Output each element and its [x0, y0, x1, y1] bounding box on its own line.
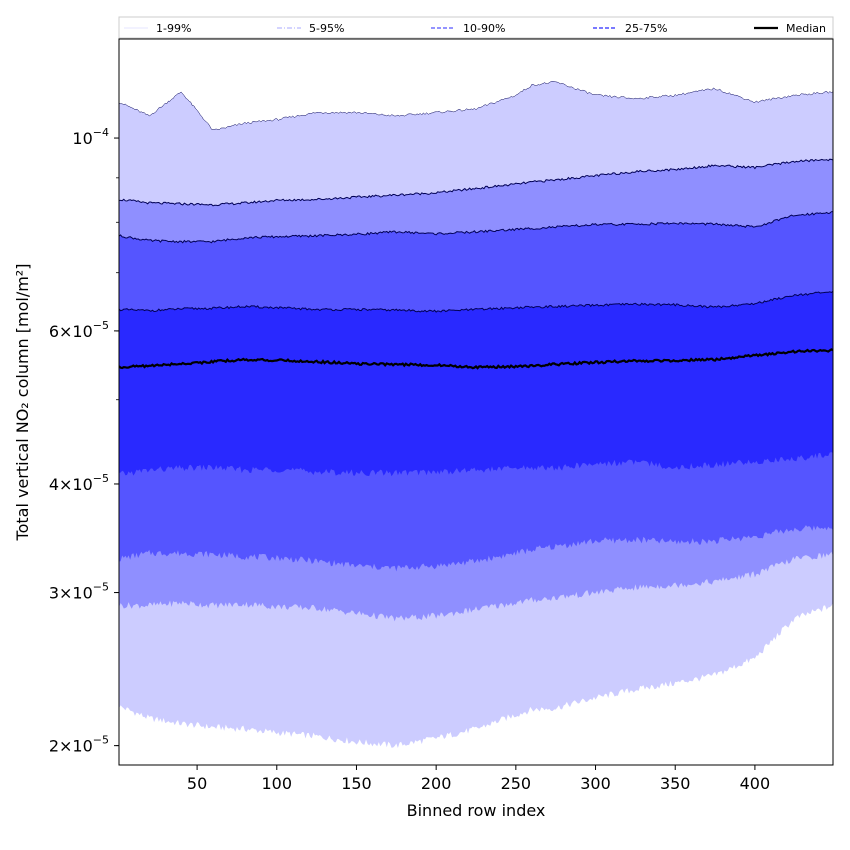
x-tick-label: 150 [341, 774, 372, 793]
legend-label: 10-90% [463, 22, 505, 35]
y-axis: 10−4 6×10−5 4×10−5 3×10−5 2×10−5 [49, 126, 119, 756]
x-tick-label: 300 [580, 774, 611, 793]
legend: 1-99% 5-95% 10-90% 25-75% Median [118, 16, 834, 39]
x-tick-label: 200 [421, 774, 452, 793]
x-axis-label: Binned row index [407, 801, 546, 820]
band-upper-edge-5-95pct [119, 158, 833, 207]
y-tick-label: 10−4 [72, 126, 109, 148]
band-upper-edge-1-99pct [119, 81, 833, 130]
median-layer [119, 348, 833, 370]
legend-box [118, 16, 834, 39]
legend-label: 25-75% [625, 22, 667, 35]
x-tick-label: 100 [262, 774, 293, 793]
y-tick-label: 3×10−5 [49, 581, 109, 603]
y-axis-label: Total vertical NO₂ column [mol/m²] [13, 264, 32, 542]
y-tick-label: 4×10−5 [49, 472, 109, 494]
legend-label: 5-95% [309, 22, 344, 35]
x-tick-label: 350 [660, 774, 691, 793]
x-tick-label: 250 [501, 774, 532, 793]
x-tick-label: 400 [740, 774, 771, 793]
median-line [119, 348, 833, 370]
y-tick-label: 2×10−5 [49, 734, 109, 756]
plot-area [119, 81, 833, 749]
axes-frame [118, 38, 834, 766]
x-axis: 50 100 150 200 250 300 350 400 [187, 765, 770, 793]
y-tick-label: 6×10−5 [49, 319, 109, 341]
legend-label: Median [786, 22, 826, 35]
legend-label: 1-99% [156, 22, 191, 35]
band-25-75pct [119, 291, 833, 477]
band-edges [119, 81, 833, 313]
x-tick-label: 50 [187, 774, 207, 793]
band-upper-edge-10-90pct [119, 211, 833, 244]
band-upper-edge-25-75pct [119, 290, 833, 313]
